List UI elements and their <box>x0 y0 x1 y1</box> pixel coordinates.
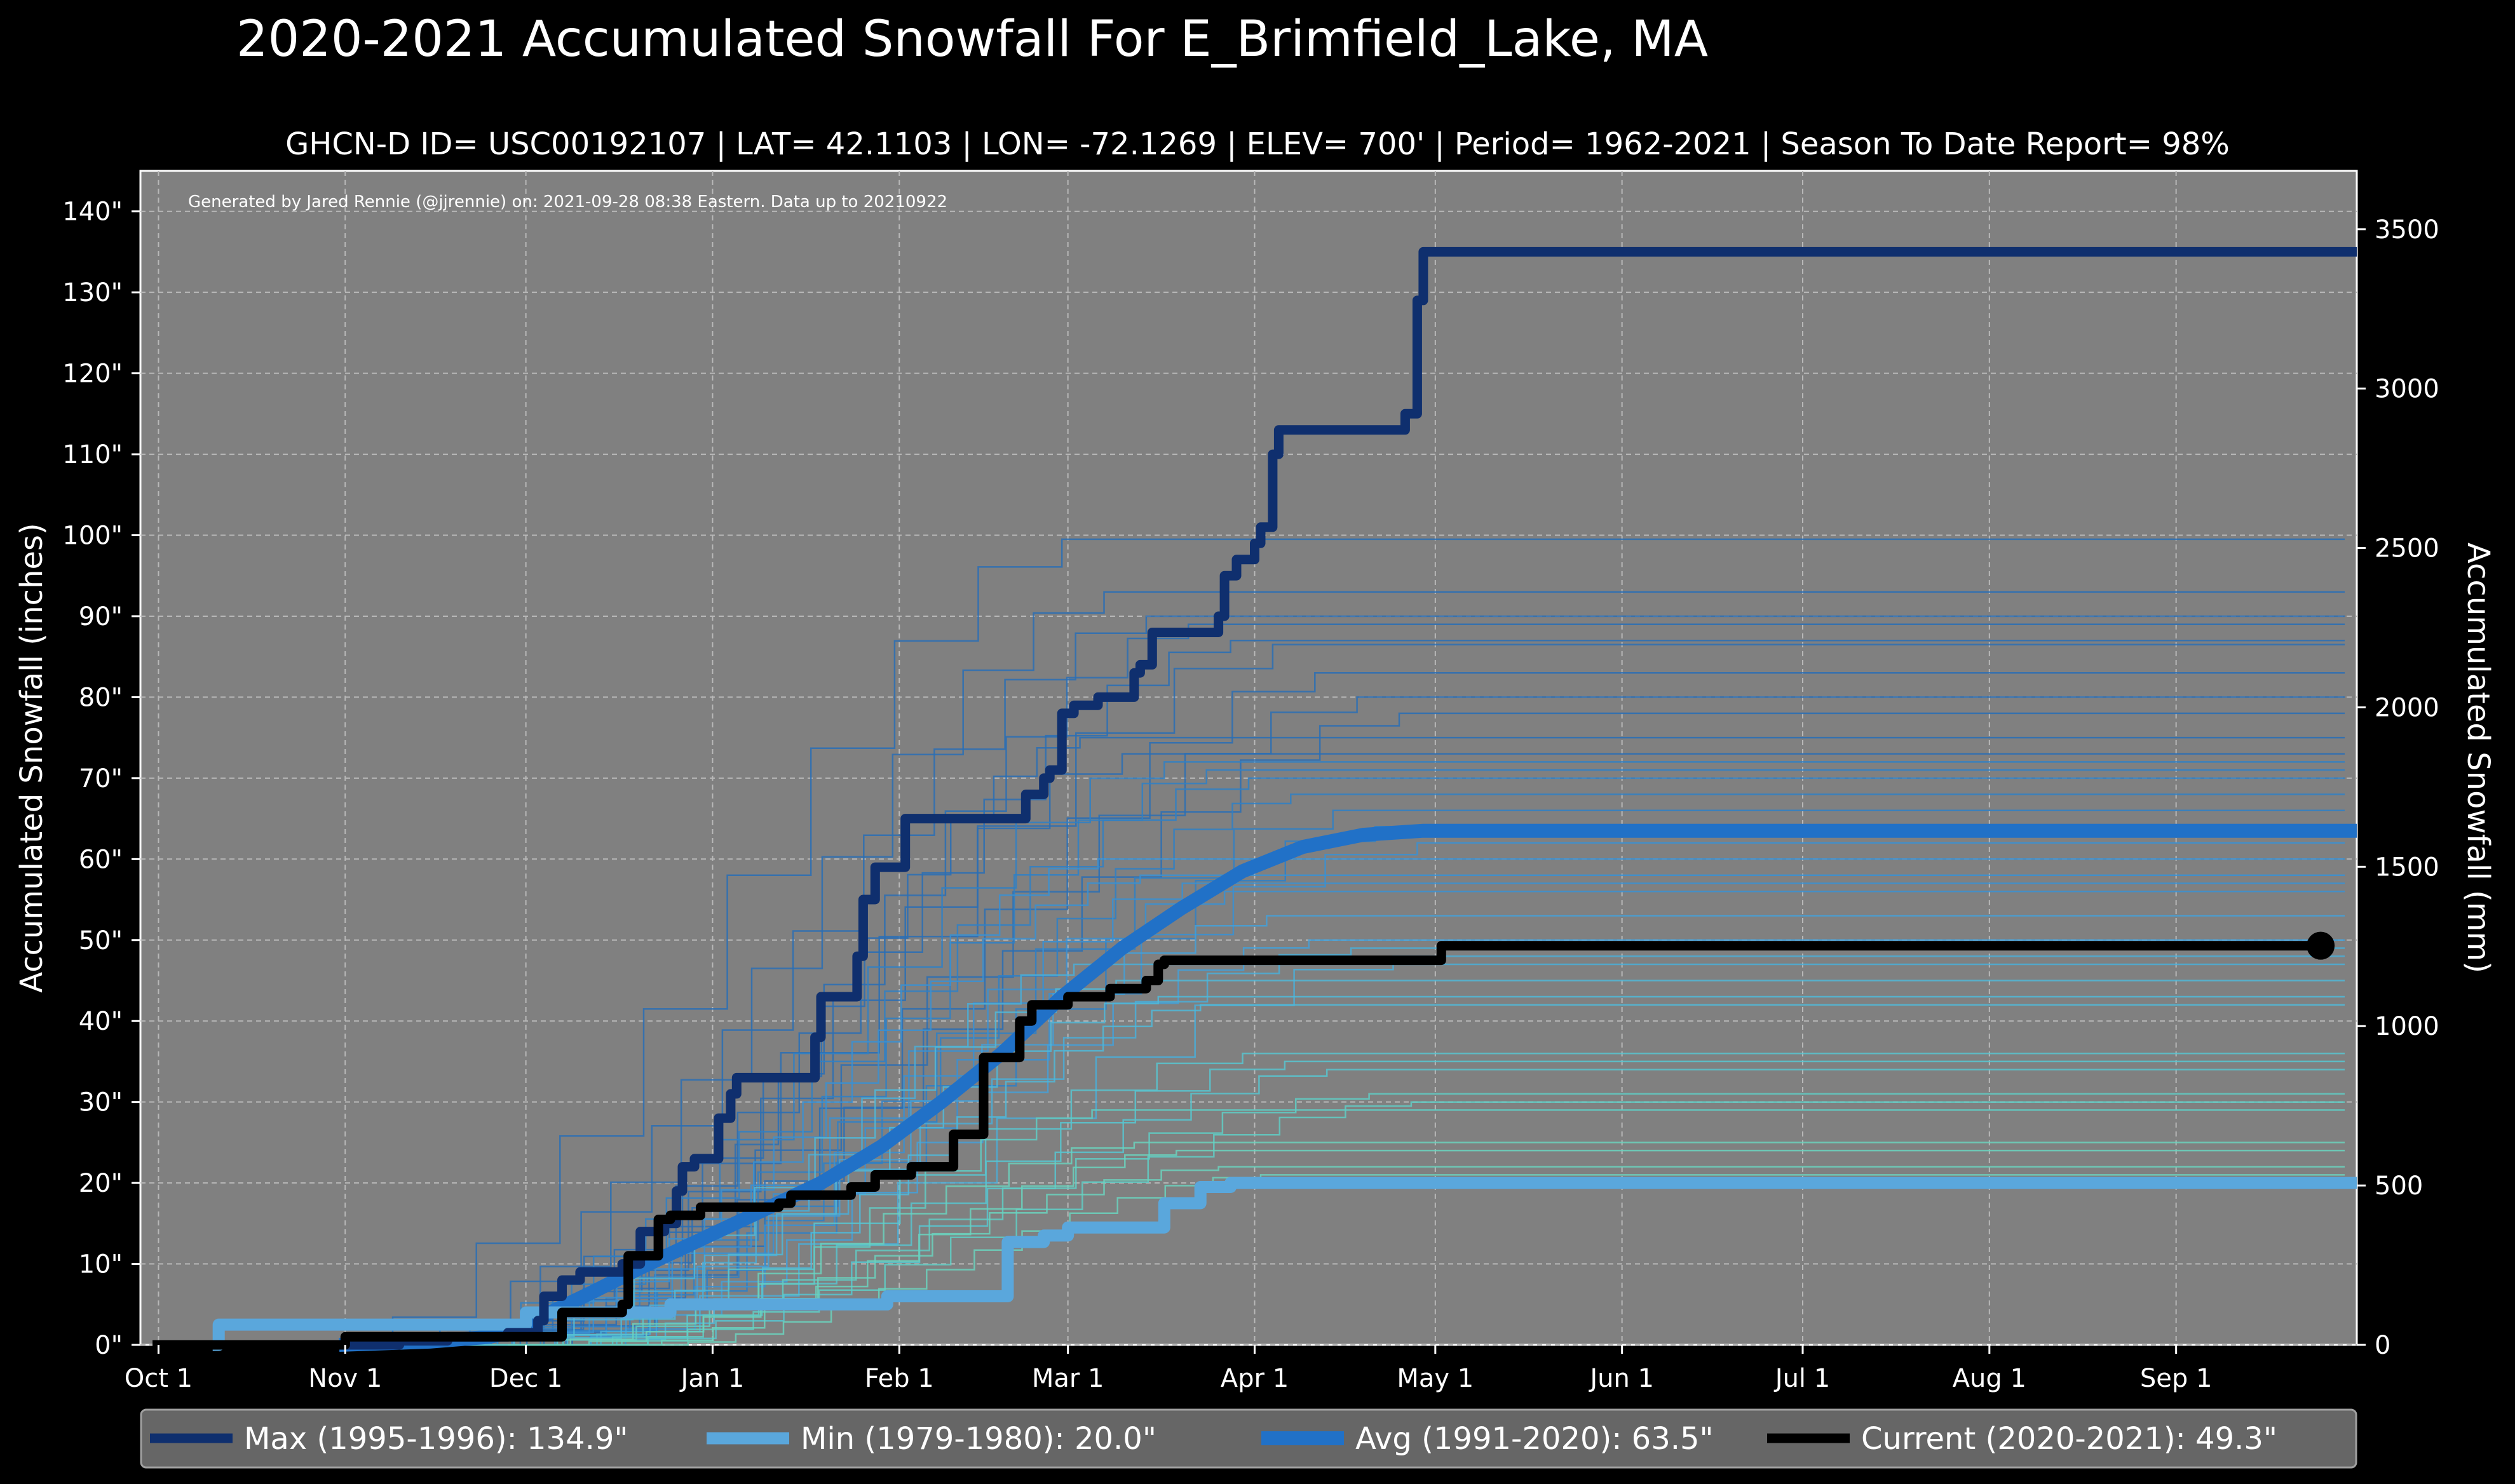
season-line <box>532 1166 2345 1346</box>
legend-label: Avg (1991-2020): 63.5" <box>1355 1421 1714 1457</box>
y-tick-label: 90" <box>79 602 123 631</box>
y-tick-label: 50" <box>79 926 123 955</box>
season-line <box>640 1174 2345 1346</box>
highlight-series <box>153 246 2357 1352</box>
grid-lines <box>140 171 2357 1346</box>
y-tick-label: 60" <box>79 845 123 874</box>
y-tick-label: 110" <box>62 440 123 469</box>
y-axis-label: Accumulated Snowfall (inches) <box>14 523 50 993</box>
y-tick-label: 30" <box>79 1088 123 1117</box>
chart-subtitle: GHCN-D ID= USC00192107 | LAT= 42.1103 | … <box>285 126 2230 162</box>
x-tick-label: Aug 1 <box>1953 1364 2026 1393</box>
y2-axis-ticks: 0 500 1000 1500 2000 2500 3000 3500 <box>2357 215 2439 1360</box>
season-line <box>309 538 2345 1346</box>
y2-tick-label: 0 <box>2375 1331 2390 1360</box>
y-tick-label: 130" <box>62 278 123 307</box>
season-line <box>471 1052 2345 1346</box>
season-line <box>513 995 2345 1346</box>
y-tick-label: 100" <box>62 522 123 551</box>
x-tick-label: Jun 1 <box>1588 1364 1654 1393</box>
x-tick-label: Jan 1 <box>679 1364 745 1393</box>
season-line <box>375 777 2345 1346</box>
current-end-marker <box>2307 931 2335 960</box>
plot-area <box>139 170 2358 1346</box>
legend-box <box>140 1408 2357 1469</box>
season-line <box>610 1149 2345 1346</box>
series-line-max <box>158 246 2357 1350</box>
y2-tick-label: 1500 <box>2375 853 2439 882</box>
y-tick-label: 120" <box>62 360 123 389</box>
y2-tick-label: 500 <box>2375 1171 2423 1201</box>
x-tick-label: Mar 1 <box>1032 1364 1104 1393</box>
x-tick-label: Feb 1 <box>865 1364 934 1393</box>
y2-axis-label: Accumulated Snowfall (mm) <box>2460 543 2496 973</box>
legend-label: Min (1979-1980): 20.0" <box>801 1421 1156 1457</box>
y-tick-label: 0" <box>95 1331 123 1360</box>
x-tick-label: Apr 1 <box>1221 1364 1289 1393</box>
y-tick-label: 10" <box>79 1250 123 1279</box>
x-axis-ticks: Oct 1 Nov 1 Dec 1 Jan 1 Feb 1 Mar 1 Apr 1 May 1… <box>125 1345 2213 1393</box>
x-tick-label: May 1 <box>1397 1364 1474 1393</box>
season-line <box>508 1142 2345 1346</box>
y-tick-label: 70" <box>79 764 123 793</box>
season-line <box>556 1101 2345 1346</box>
season-line <box>580 1069 2345 1346</box>
x-tick-label: Nov 1 <box>308 1364 382 1393</box>
y-axis-ticks: 0" 10" 20" 30" 40" 50" 60" 70" 80" 90" 100" 110" 120… <box>62 198 140 1360</box>
y2-tick-label: 3000 <box>2375 375 2439 404</box>
y-tick-label: 80" <box>79 683 123 712</box>
y2-tick-label: 2000 <box>2375 693 2439 722</box>
y-tick-label: 20" <box>79 1169 123 1198</box>
y2-tick-label: 2500 <box>2375 534 2439 563</box>
season-line <box>369 615 2345 1346</box>
y-tick-label: 40" <box>79 1007 123 1036</box>
y2-tick-label: 3500 <box>2375 215 2439 245</box>
y2-tick-label: 1000 <box>2375 1012 2439 1041</box>
legend-label: Max (1995-1996): 134.9" <box>244 1421 628 1457</box>
x-tick-label: Jul 1 <box>1773 1364 1830 1393</box>
legend-label: Current (2020-2021): 49.3" <box>1861 1421 2277 1457</box>
season-line <box>592 1109 2345 1346</box>
credit-text: Generated by Jared Rennie (@jjrennie) on… <box>188 192 947 212</box>
series-line-min <box>212 1177 2357 1351</box>
season-line <box>417 947 2345 1346</box>
x-tick-label: Sep 1 <box>2140 1364 2213 1393</box>
y-tick-label: 140" <box>62 198 123 227</box>
x-tick-label: Dec 1 <box>489 1364 563 1393</box>
chart-title: 2020-2021 Accumulated Snowfall For E_Bri… <box>236 11 1708 68</box>
x-tick-label: Oct 1 <box>125 1364 193 1393</box>
series-line-current <box>153 941 2321 1350</box>
season-line <box>489 1093 2345 1346</box>
legend: Max (1995-1996): 134.9" Min (1979-1980): … <box>140 1408 2357 1469</box>
